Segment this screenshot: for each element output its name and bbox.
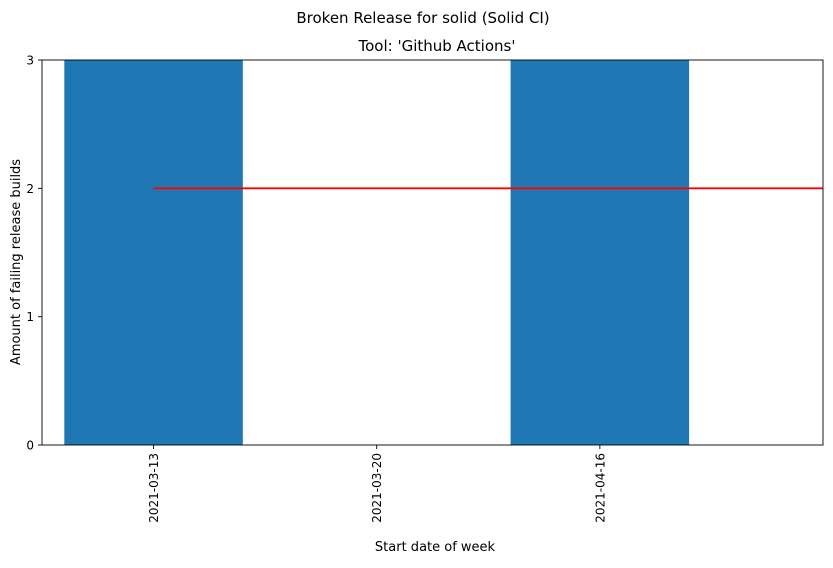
y-axis-label: Amount of failing release builds xyxy=(9,159,24,365)
chart-suptitle: Broken Release for solid (Solid CI) xyxy=(296,9,549,27)
x-tick-label-2021-03-20: 2021-03-20 xyxy=(370,453,384,523)
axes-frame xyxy=(41,59,824,446)
y-axis-ticks: 0 1 2 3 xyxy=(26,54,42,453)
y-tick-label-1: 1 xyxy=(26,310,34,324)
bars-layer xyxy=(64,60,690,445)
chart-title: Tool: 'Github Actions' xyxy=(358,37,516,55)
y-tick-label-3: 3 xyxy=(26,54,34,68)
x-axis-label: Start date of week xyxy=(375,540,496,555)
x-axis-ticks: 2021-03-13 2021-03-20 2021-04-16 xyxy=(147,445,607,523)
bar-2021-04-16 xyxy=(510,60,690,445)
y-tick-label-2: 2 xyxy=(26,182,34,196)
y-tick-label-0: 0 xyxy=(26,439,34,453)
x-tick-label-2021-03-13: 2021-03-13 xyxy=(147,453,161,523)
bar-2021-03-13 xyxy=(64,60,243,445)
x-tick-label-2021-04-16: 2021-04-16 xyxy=(593,453,607,523)
axes-border xyxy=(41,59,824,446)
